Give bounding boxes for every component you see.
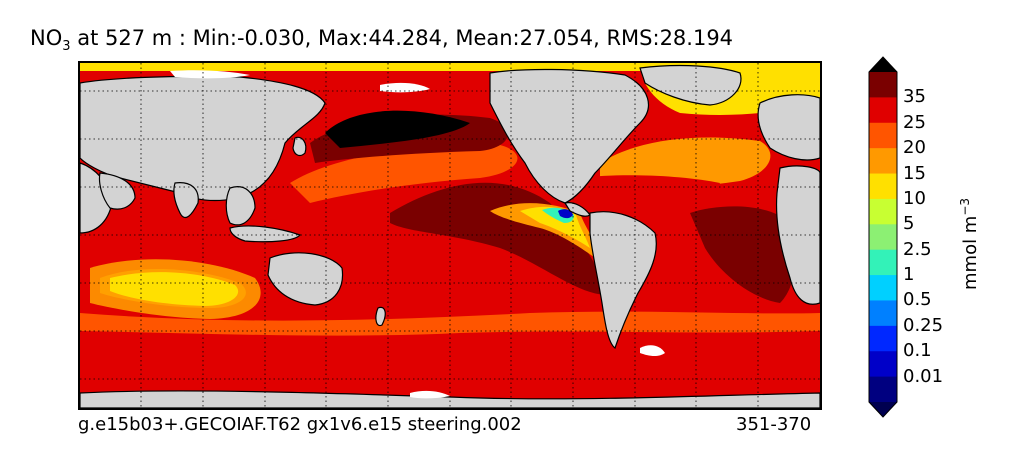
east-pacific-core — [558, 209, 573, 219]
japan — [292, 136, 307, 157]
colorbar-segment — [869, 300, 897, 327]
colorbar-segment — [869, 224, 897, 251]
unit-exponent: −3 — [958, 197, 972, 216]
europe — [757, 94, 820, 161]
colorbar-over-arrow — [869, 57, 897, 72]
se-asia — [225, 186, 256, 226]
south-america — [589, 211, 657, 349]
unit-main: mmol m — [960, 215, 981, 290]
colorbar-segment — [869, 249, 897, 276]
indian-ocean-yellow-inner — [110, 272, 239, 306]
colorbar-tick-label: 0.01 — [903, 365, 944, 387]
east-pacific-low-wedge — [490, 203, 608, 268]
australia — [267, 252, 344, 306]
colorbar-segment — [869, 198, 897, 225]
title-stats: at 527 m : Min:-0.030, Max:44.284, Mean:… — [70, 26, 734, 50]
colorbar-segment — [869, 97, 897, 124]
new-zealand — [375, 306, 386, 327]
colorbar-tick-label: 10 — [903, 187, 926, 209]
colorbar-segment — [869, 122, 897, 149]
tropical-atlantic-high — [690, 206, 796, 303]
colorbar-segment — [869, 376, 897, 403]
colorbar — [868, 56, 898, 418]
title-variable-subscript: 3 — [62, 39, 71, 55]
colorbar-tick-label: 1 — [903, 264, 915, 286]
colorbar-tick-label: 0.5 — [903, 289, 932, 311]
title-variable: NO — [30, 26, 63, 50]
missing-data — [170, 70, 665, 399]
land — [80, 64, 820, 408]
greenland — [639, 64, 742, 106]
north-pacific-max — [325, 110, 470, 148]
colorbar-tick-label: 35 — [903, 86, 926, 108]
colorbar-segment — [869, 325, 897, 352]
north-pacific-band — [290, 144, 518, 203]
case-label: g.e15b03+.GECOIAF.T62 gx1v6.e15 steering… — [78, 414, 522, 435]
colorbar-segment — [869, 72, 897, 98]
colorbar-tick-label: 5 — [903, 213, 915, 235]
colorbar-tick-label: 2.5 — [903, 238, 932, 260]
colorbar-segment — [869, 275, 897, 301]
map-title: NO3 at 527 m : Min:-0.030, Max:44.284, M… — [30, 26, 733, 54]
colorbar-segment — [869, 148, 897, 175]
colorbar-tick-label: 25 — [903, 111, 926, 133]
colorbar-unit-label: mmol m−3 — [958, 198, 981, 290]
arabia — [98, 172, 136, 210]
nitrate-map — [78, 61, 822, 410]
colorbar-under-arrow — [869, 402, 897, 417]
antarctica — [80, 390, 820, 408]
north-atlantic-subtropics — [580, 175, 720, 213]
colorbar-tick-label: 0.25 — [903, 314, 944, 336]
colorbar-segment — [869, 351, 897, 378]
colorbar-outline — [868, 56, 898, 418]
graticule — [80, 63, 820, 408]
indonesia — [229, 225, 302, 243]
colorbar-tick-label: 0.1 — [903, 340, 932, 362]
colorbar-segment — [869, 173, 897, 200]
years-label: 351-370 — [736, 414, 812, 435]
colorbar-tick-label: 20 — [903, 137, 926, 159]
africa-west — [776, 165, 820, 305]
north-america — [489, 68, 649, 204]
colorbar-tick-label: 15 — [903, 162, 926, 184]
arctic-band — [80, 63, 820, 71]
